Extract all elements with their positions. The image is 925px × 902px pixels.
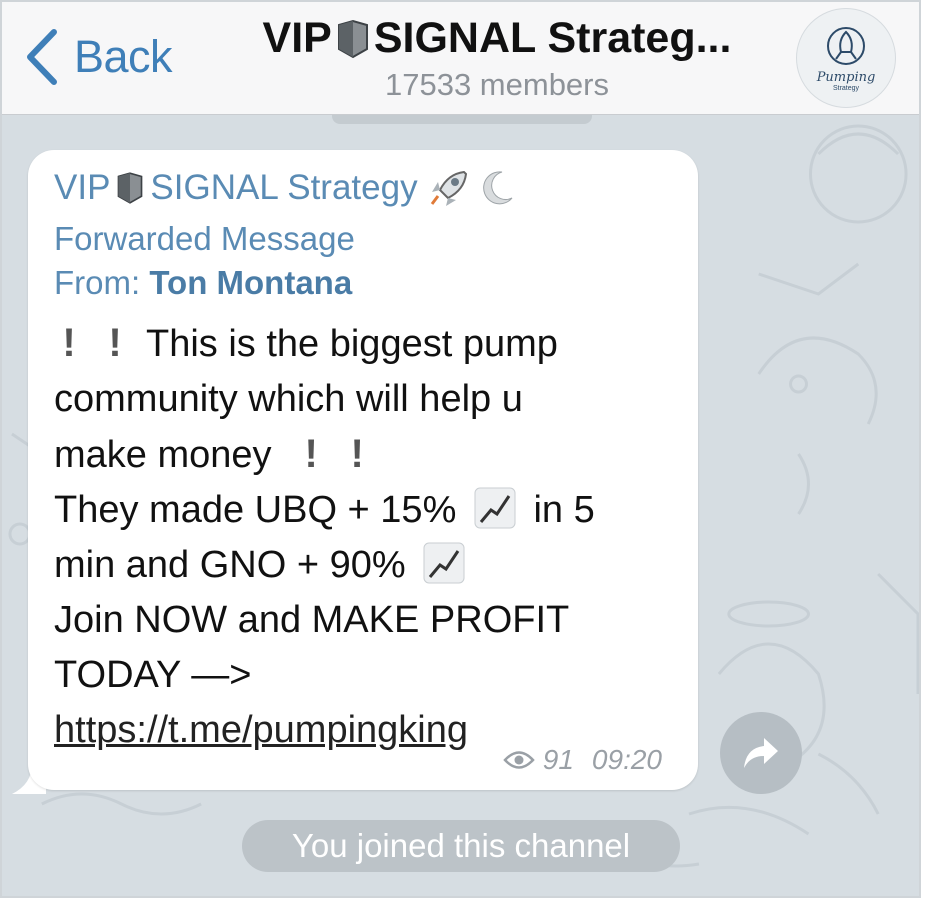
service-message: You joined this channel: [242, 820, 680, 872]
message-link[interactable]: https://t.me/pumpingking: [54, 709, 468, 751]
message-line-text: community which will help u: [54, 378, 523, 420]
forwarded-label: Forwarded Message: [54, 220, 355, 257]
message-line-text: They made UBQ + 15%: [54, 489, 457, 531]
message-line: Join NOW and MAKE PROFIT: [54, 593, 694, 648]
message-line-text: Join NOW and MAKE PROFIT: [54, 599, 570, 641]
back-button[interactable]: Back: [24, 28, 173, 86]
back-label: Back: [74, 31, 173, 82]
channel-avatar[interactable]: Pumping Strategy: [796, 8, 896, 108]
forwarded-from[interactable]: From: Ton Montana: [54, 264, 352, 302]
message-line-text: min and GNO + 90%: [54, 544, 406, 586]
message-line: make money !!: [54, 427, 694, 483]
message-meta: 91 09:20: [503, 744, 662, 776]
message-line: They made UBQ + 15% in 5: [54, 483, 694, 538]
chat-title-area[interactable]: VIP SIGNAL Strateg... 17533 members: [212, 14, 782, 103]
channel-name-suffix: SIGNAL Strategy: [150, 168, 418, 207]
shield-icon: [118, 172, 143, 204]
chart-increasing-icon: [474, 487, 516, 529]
rocket-logo-icon: [827, 27, 865, 65]
chat-title: VIP SIGNAL Strateg...: [212, 14, 782, 63]
share-button[interactable]: [720, 712, 802, 794]
crescent-moon-icon: [482, 171, 512, 205]
member-count: 17533 members: [384, 67, 609, 102]
eye-icon: [503, 751, 535, 769]
exclamation-icon: !: [304, 432, 318, 476]
share-arrow-icon: [744, 738, 778, 768]
avatar-label: Pumping: [816, 70, 876, 85]
message-line: TODAY —>: [54, 648, 694, 703]
exclamation-icon: !: [62, 321, 76, 365]
message-line-text: This is the biggest pump: [146, 323, 558, 365]
message-bubble[interactable]: VIP SIGNAL Strategy Forwarded Message Fr…: [28, 150, 698, 790]
message-channel-name[interactable]: VIP SIGNAL Strategy: [54, 168, 516, 208]
avatar-sublabel: Strategy: [832, 85, 860, 92]
shield-icon: [337, 19, 368, 58]
message-line-text: TODAY —>: [54, 654, 252, 696]
message-line-text: make money: [54, 434, 272, 476]
chat-title-suffix: SIGNAL Strateg...: [373, 14, 732, 62]
exclamation-icon: !: [108, 321, 122, 365]
message-text: !! This is the biggest pump community whi…: [54, 316, 694, 758]
chevron-left-icon: [27, 29, 57, 85]
view-count: 91: [542, 744, 574, 775]
message-line-text: in 5: [533, 489, 595, 531]
message-line: min and GNO + 90%: [54, 538, 694, 593]
from-author: Ton Montana: [149, 264, 353, 301]
message-line: community which will help u: [54, 372, 694, 427]
message-line: !! This is the biggest pump: [54, 316, 694, 372]
rocket-icon: [430, 170, 467, 206]
top-bar: Back VIP SIGNAL Strateg... 17533 members…: [2, 2, 919, 115]
channel-name-prefix: VIP: [54, 168, 111, 207]
message-time: 09:20: [591, 744, 662, 775]
exclamation-icon: !: [350, 432, 364, 476]
chart-increasing-icon: [423, 542, 465, 584]
message-line: https://t.me/pumpingking: [54, 703, 694, 758]
from-label: From:: [54, 264, 141, 301]
chat-wallpaper: [8, 124, 919, 868]
pull-handle: [332, 114, 592, 124]
chat-title-prefix: VIP: [262, 14, 332, 62]
